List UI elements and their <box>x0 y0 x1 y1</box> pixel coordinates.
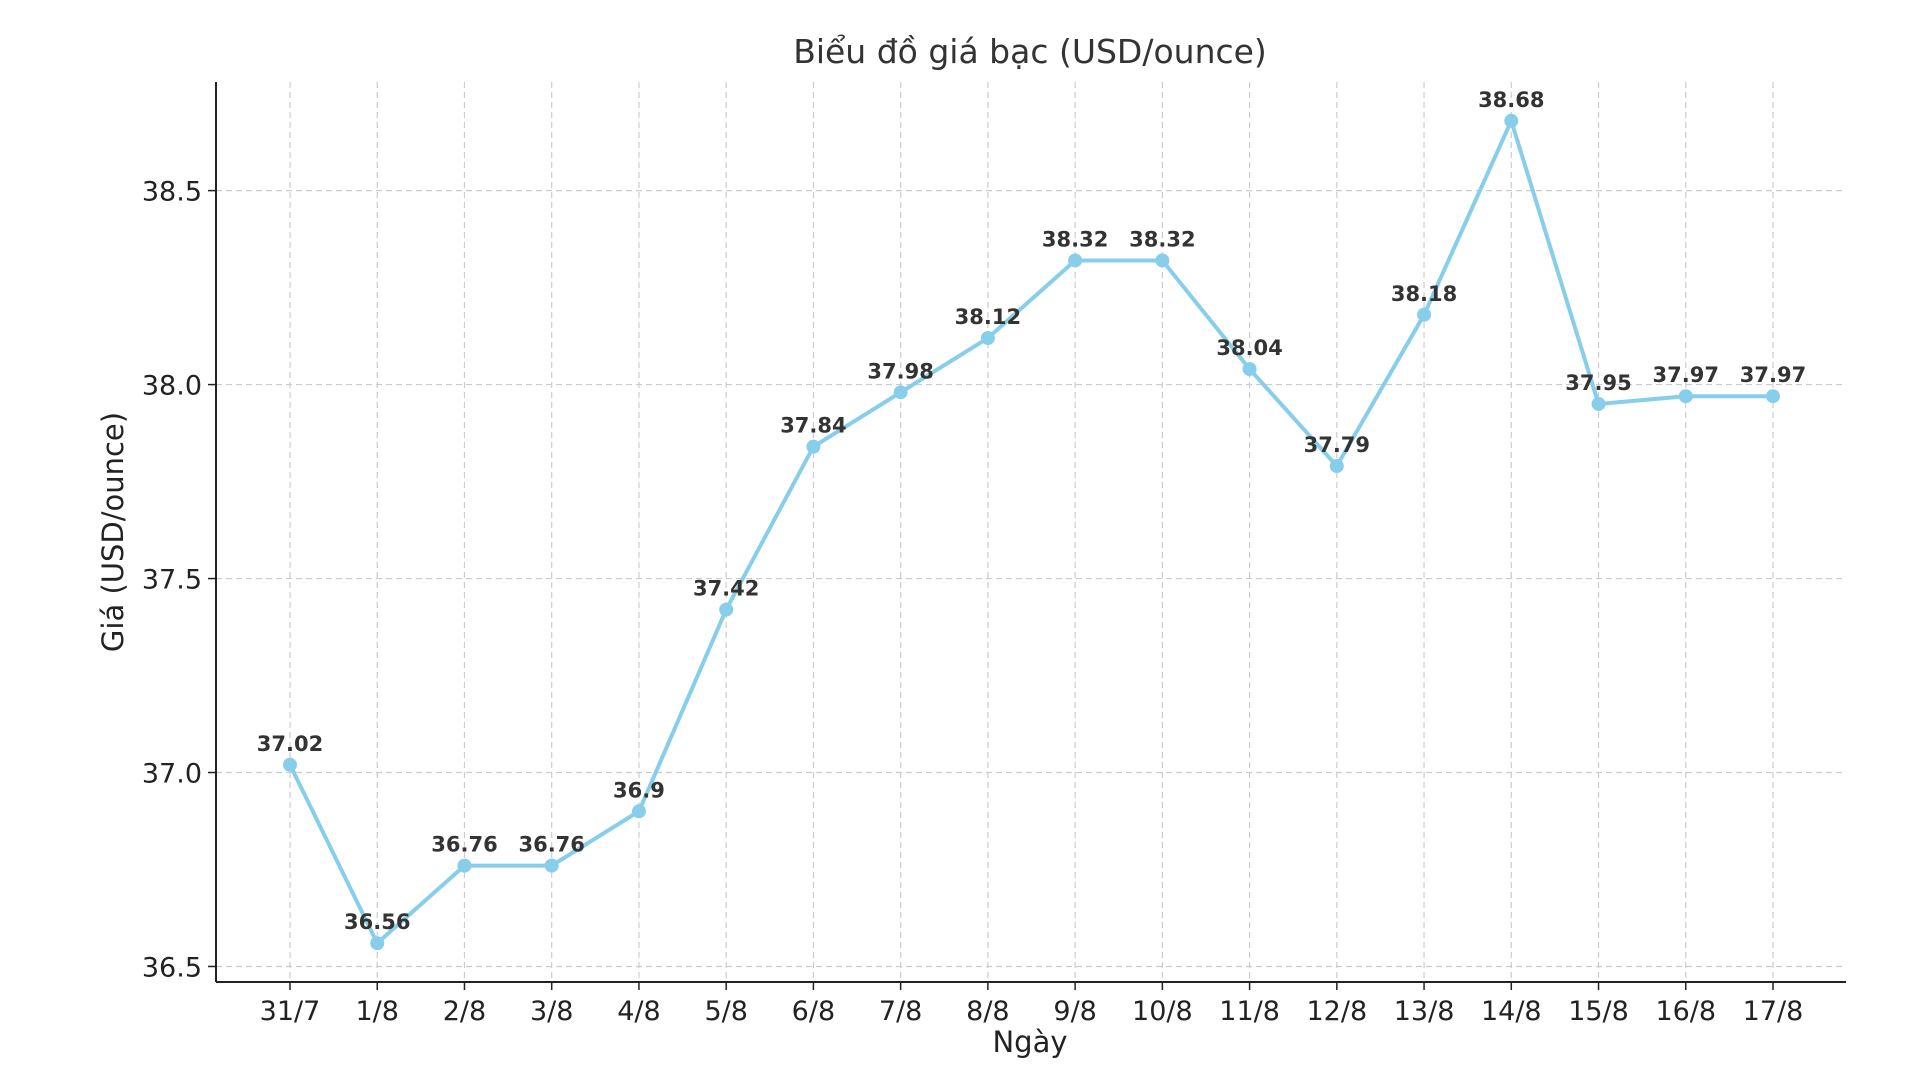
x-tick-label: 10/8 <box>1132 996 1193 1027</box>
x-tick-label: 17/8 <box>1743 996 1804 1027</box>
grid <box>216 82 1846 982</box>
data-point <box>1068 253 1083 268</box>
data-point <box>1591 396 1606 411</box>
y-tick-label: 36.5 <box>142 952 202 983</box>
data-label: 36.9 <box>613 778 665 802</box>
x-tick-label: 7/8 <box>879 996 922 1027</box>
data-point <box>631 804 646 819</box>
data-point <box>1155 253 1170 268</box>
x-tick-label: 13/8 <box>1394 996 1455 1027</box>
series-layer <box>283 113 1780 951</box>
data-label: 38.68 <box>1478 88 1544 112</box>
x-tick-label: 16/8 <box>1655 996 1716 1027</box>
x-tick-label: 1/8 <box>356 996 399 1027</box>
data-label: 38.12 <box>955 305 1021 329</box>
data-label: 37.97 <box>1740 363 1806 387</box>
data-label: 38.18 <box>1391 282 1457 306</box>
data-point <box>719 602 734 617</box>
y-tick-label: 38.0 <box>142 371 202 402</box>
y-tick-label: 37.5 <box>142 565 202 596</box>
data-point <box>544 858 559 873</box>
data-point <box>980 331 995 346</box>
series-line <box>288 118 1775 946</box>
data-label: 38.04 <box>1216 336 1282 360</box>
data-point <box>1678 389 1693 404</box>
y-axis-label: Giá (USD/ounce) <box>96 412 130 652</box>
data-point <box>457 858 472 873</box>
data-labels: 37.02 36.56 36.76 36.76 36.9 37.42 37.84 37.98 3… <box>257 88 1806 934</box>
data-label: 38.32 <box>1129 227 1195 251</box>
x-tick-label: 15/8 <box>1568 996 1629 1027</box>
data-label: 36.56 <box>344 910 410 934</box>
data-label: 37.98 <box>867 359 933 383</box>
data-point <box>1329 459 1344 474</box>
data-point <box>893 385 908 400</box>
x-tick-label: 14/8 <box>1481 996 1542 1027</box>
data-point <box>806 439 821 454</box>
x-tick-label: 2/8 <box>443 996 486 1027</box>
x-tick-label: 11/8 <box>1219 996 1280 1027</box>
axes: 31/7 1/8 2/8 3/8 4/8 5/8 6/8 7/8 8/8 9/8 10/8 11/8 1… <box>142 82 1846 1027</box>
y-tick-label: 37.0 <box>142 759 202 790</box>
data-point <box>370 936 385 951</box>
chart-title: Biểu đồ giá bạc (USD/ounce) <box>793 32 1267 71</box>
data-label: 37.42 <box>693 577 759 601</box>
data-label: 37.79 <box>1304 433 1370 457</box>
data-point <box>1417 307 1432 322</box>
x-tick-label: 9/8 <box>1053 996 1096 1027</box>
data-point <box>283 757 297 772</box>
data-label: 36.76 <box>431 833 497 857</box>
data-label: 37.84 <box>780 414 846 438</box>
x-tick-label: 31/7 <box>260 996 321 1027</box>
x-tick-label: 4/8 <box>617 996 660 1027</box>
x-tick-label: 8/8 <box>966 996 1009 1027</box>
x-axis-label: Ngày <box>992 1025 1067 1059</box>
data-label: 38.32 <box>1042 227 1108 251</box>
x-tick-label: 12/8 <box>1307 996 1368 1027</box>
data-label: 36.76 <box>518 833 584 857</box>
x-tick-label: 3/8 <box>530 996 573 1027</box>
data-label: 37.95 <box>1565 371 1631 395</box>
data-label: 37.97 <box>1653 363 1719 387</box>
x-tick-label: 6/8 <box>792 996 835 1027</box>
data-label: 37.02 <box>257 732 323 756</box>
x-tick-label: 5/8 <box>704 996 747 1027</box>
data-point <box>1766 389 1780 404</box>
data-point <box>1242 362 1257 377</box>
data-point <box>1504 113 1519 128</box>
y-tick-label: 38.5 <box>142 177 202 208</box>
